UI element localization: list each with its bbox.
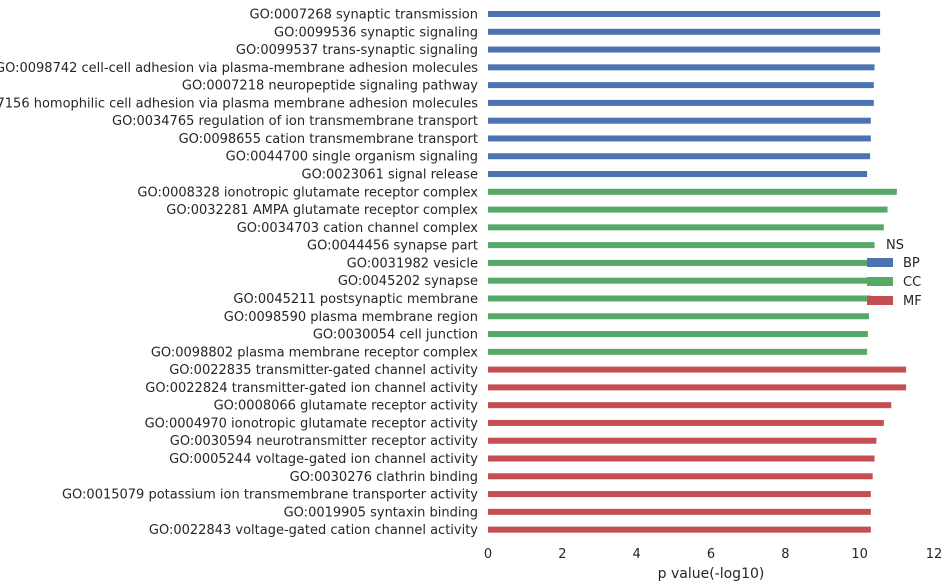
bars-layer xyxy=(488,11,907,533)
bar-mf xyxy=(488,526,871,533)
bar-cc xyxy=(488,206,888,213)
category-labels-layer: GO:0007268 synaptic transmission GO:00995… xyxy=(0,8,478,539)
bar-cc xyxy=(488,295,871,302)
bar-mf xyxy=(488,473,873,480)
bar-mf xyxy=(488,419,884,426)
bar-bp xyxy=(488,11,881,17)
bar-cc xyxy=(488,224,884,231)
category-label: GO:0098590 plasma membrane region xyxy=(224,310,478,325)
category-label: GO:0005244 voltage-gated ion channel act… xyxy=(169,452,478,467)
bar-cc xyxy=(488,259,871,266)
category-label: GO:0019905 syntaxin binding xyxy=(284,505,478,520)
category-label: GO:0030594 neurotransmitter receptor act… xyxy=(170,434,479,449)
category-label: GO:0007268 synaptic transmission xyxy=(250,8,478,23)
bar-bp xyxy=(488,64,875,71)
bar-mf xyxy=(488,402,892,409)
legend-label-mf: MF xyxy=(903,294,922,309)
category-label: GO:0008066 glutamate receptor activity xyxy=(214,399,479,414)
legend: NS BP CC MF xyxy=(867,238,922,309)
x-tick-label: 0 xyxy=(484,547,492,562)
x-tick-label: 6 xyxy=(707,547,715,562)
bar-mf xyxy=(488,491,871,498)
category-label: GO:0044456 synapse part xyxy=(307,239,478,254)
x-tick-label: 4 xyxy=(633,547,641,562)
category-label: GO:0007156 homophilic cell adhesion via … xyxy=(0,96,478,111)
legend-swatch-cc xyxy=(867,277,893,286)
bar-bp xyxy=(488,153,871,160)
category-label: GO:0045202 synapse xyxy=(338,274,478,289)
category-label: GO:0045211 postsynaptic membrane xyxy=(233,292,478,307)
bar-bp xyxy=(488,46,881,53)
x-axis-ticks-layer: 0 2 4 6 8 10 12 xyxy=(484,547,942,562)
category-label: GO:0098655 cation transmembrane transpor… xyxy=(179,132,478,147)
category-label: GO:0034765 regulation of ion transmembra… xyxy=(112,114,478,129)
category-label: GO:0099537 trans-synaptic signaling xyxy=(236,43,478,58)
legend-label-bp: BP xyxy=(903,256,920,271)
bar-bp xyxy=(488,28,881,35)
category-label: GO:0030054 cell junction xyxy=(313,328,478,343)
category-label: GO:0098802 plasma membrane receptor comp… xyxy=(151,345,478,360)
bar-bp xyxy=(488,99,874,106)
bar-cc xyxy=(488,188,897,195)
x-tick-label: 8 xyxy=(781,547,789,562)
x-tick-label: 10 xyxy=(851,547,868,562)
bar-mf xyxy=(488,384,907,391)
category-label: GO:0022824 transmitter-gated ion channel… xyxy=(145,381,478,396)
bar-bp xyxy=(488,117,871,124)
category-label: GO:0008328 ionotropic glutamate receptor… xyxy=(137,185,478,200)
category-label: GO:0007218 neuropeptide signaling pathwa… xyxy=(182,79,478,94)
category-label: GO:0023061 signal release xyxy=(302,168,478,183)
x-tick-label: 2 xyxy=(558,547,566,562)
bar-cc xyxy=(488,242,875,249)
x-tick-label: 12 xyxy=(926,547,943,562)
bar-cc xyxy=(488,313,869,320)
bar-mf xyxy=(488,437,877,444)
legend-label-cc: CC xyxy=(903,275,921,290)
bar-mf xyxy=(488,508,871,515)
legend-swatch-mf xyxy=(867,296,893,305)
category-label: GO:0022843 voltage-gated cation channel … xyxy=(149,523,478,538)
category-label: GO:0030276 clathrin binding xyxy=(290,470,478,485)
bar-cc xyxy=(488,331,868,338)
category-label: GO:0044700 single organism signaling xyxy=(226,150,478,165)
category-label: GO:0031982 vesicle xyxy=(347,256,478,271)
category-label: GO:0004970 ionotropic glutamate receptor… xyxy=(145,416,479,431)
category-label: GO:0034703 cation channel complex xyxy=(237,221,479,236)
category-label: GO:0032281 AMPA glutamate receptor compl… xyxy=(166,203,478,218)
category-label: GO:0015079 potassium ion transmembrane t… xyxy=(62,488,478,503)
bar-cc xyxy=(488,277,871,284)
bar-mf xyxy=(488,455,875,462)
legend-swatch-bp xyxy=(867,258,893,267)
category-label: GO:0022835 transmitter-gated channel act… xyxy=(169,363,478,378)
x-axis-title: p value(-log10) xyxy=(658,566,765,582)
bar-bp xyxy=(488,82,874,89)
bar-mf xyxy=(488,366,907,373)
category-label: GO:0098742 cell-cell adhesion via plasma… xyxy=(0,61,478,76)
bar-bp xyxy=(488,171,868,178)
bar-cc xyxy=(488,348,868,355)
bar-bp xyxy=(488,135,871,142)
legend-title: NS xyxy=(886,238,904,253)
category-label: GO:0099536 synaptic signaling xyxy=(274,25,478,40)
